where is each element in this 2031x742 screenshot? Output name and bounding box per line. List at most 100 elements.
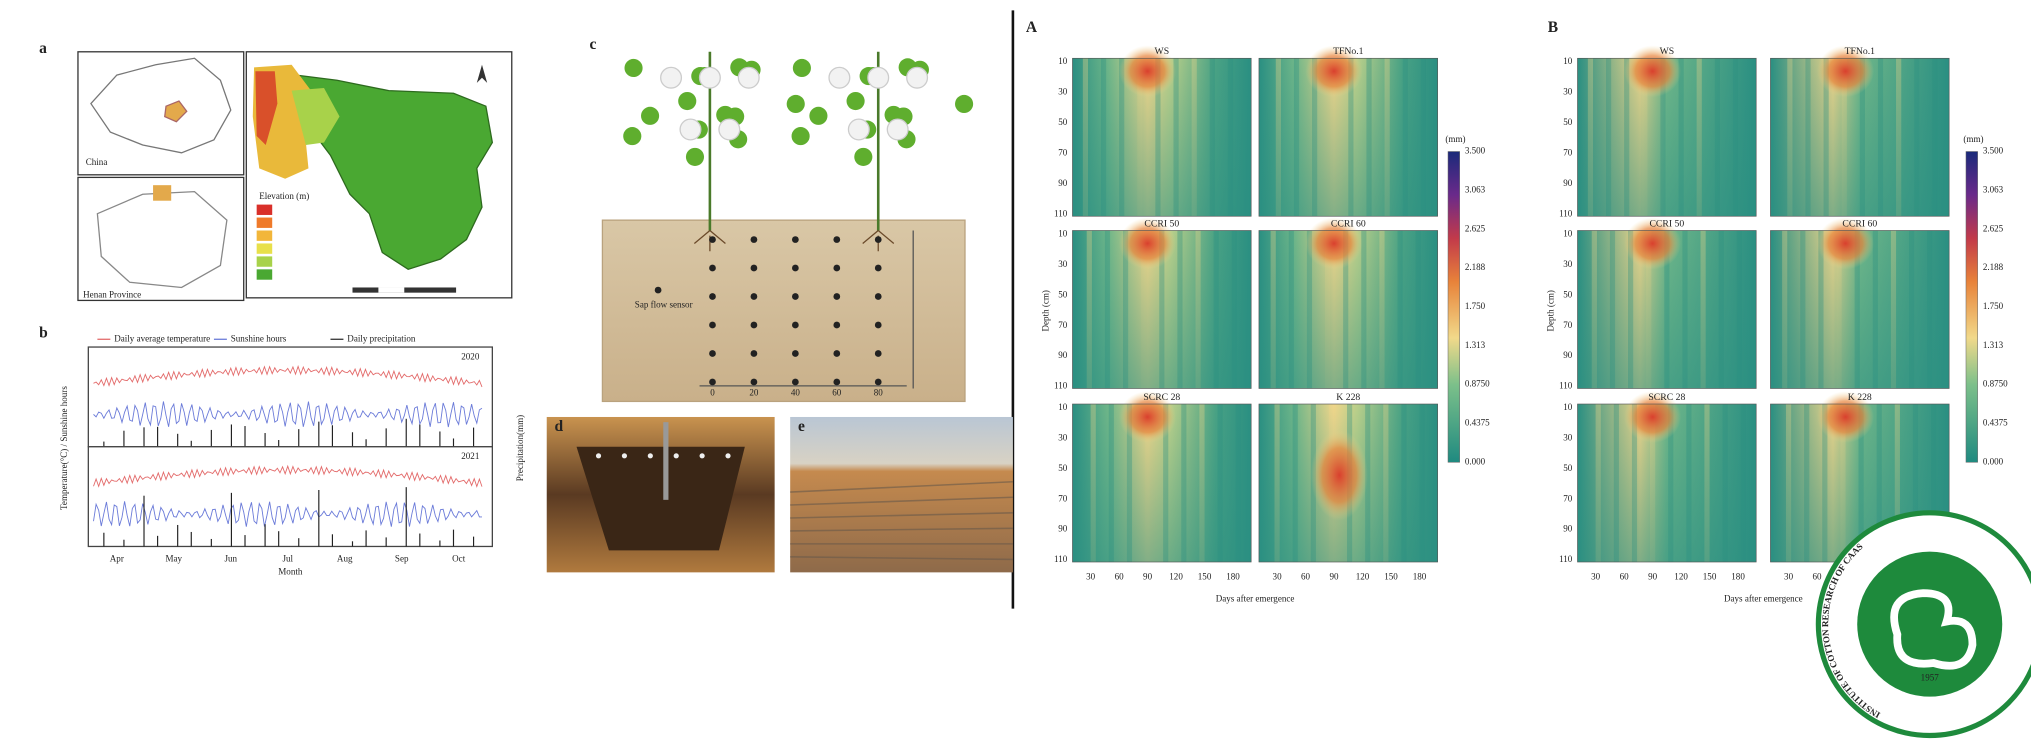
legend-label: Daily precipitation: [347, 333, 416, 343]
panel-label: b: [39, 325, 48, 342]
legend-swatch: [257, 218, 273, 228]
subplot-title: SCRC 28: [1648, 392, 1685, 403]
sensor-dot: [833, 265, 840, 272]
tick-label: 30: [1058, 87, 1068, 97]
sensor-dot: [751, 236, 758, 243]
tick-label: 110: [1054, 554, 1068, 564]
tick-label: 50: [1563, 463, 1573, 473]
axis-label: Days after emergence: [1216, 594, 1295, 604]
colorbar-tick: 2.188: [1465, 262, 1486, 272]
subplot-title: CCRI 60: [1842, 218, 1877, 229]
sensor-dot: [792, 350, 799, 357]
axis-label: Depth (cm): [1546, 290, 1556, 331]
tick-label: 90: [1143, 572, 1153, 582]
leaf: [809, 107, 827, 125]
tick-label: 90: [1563, 350, 1573, 360]
tick-label: 90: [1058, 178, 1068, 188]
month-label: Apr: [110, 553, 124, 563]
colorbar: [1966, 152, 1978, 463]
legend-label: Sunshine hours: [231, 333, 287, 343]
tick-label: 30: [1784, 572, 1794, 582]
panel-label: e: [798, 418, 805, 435]
colorbar-tick: 1.313: [1465, 340, 1486, 350]
figure: aChinaHenan ProvinceElevation (m)bDaily …: [0, 0, 2031, 742]
tick-label: 70: [1058, 320, 1068, 330]
colorbar-tick: 0.8750: [1983, 379, 2008, 389]
month-label: Sep: [395, 553, 409, 563]
sensor-dot: [833, 379, 840, 386]
tick-label: 30: [1563, 432, 1573, 442]
tick-label: 10: [1058, 56, 1068, 66]
tick-label: 150: [1384, 572, 1398, 582]
leaf: [686, 148, 704, 166]
tick-label: 30: [1563, 259, 1573, 269]
colorbar-tick: 0.4375: [1465, 418, 1490, 428]
sensor-label: Sap flow sensor: [635, 300, 693, 310]
month-label: May: [165, 553, 182, 563]
tick-label: 70: [1058, 493, 1068, 503]
tick-label: 70: [1563, 493, 1573, 503]
legend-swatch: [257, 269, 273, 279]
colorbar-tick: 2.188: [1983, 262, 2004, 272]
study-area: [153, 185, 171, 201]
legend-swatch: [257, 256, 273, 266]
tick-label: 90: [1330, 572, 1340, 582]
axis-label: Month: [278, 566, 303, 576]
subplot-title: WS: [1660, 46, 1675, 57]
tick-label: 120: [1356, 572, 1370, 582]
boll: [700, 67, 721, 88]
sensor-dot: [655, 287, 662, 294]
subplot-title: WS: [1155, 46, 1170, 57]
boll: [738, 67, 759, 88]
colorbar-tick: 3.500: [1465, 146, 1486, 156]
boll: [661, 67, 682, 88]
colorbar-tick: 1.750: [1465, 301, 1486, 311]
boll: [680, 119, 701, 140]
probe: [596, 453, 601, 458]
tick-label: 10: [1058, 402, 1068, 412]
chart-frame: [88, 347, 492, 447]
sensor-dot: [833, 293, 840, 300]
leaf: [793, 59, 811, 77]
sensor-dot: [875, 265, 882, 272]
sensor-dot: [792, 236, 799, 243]
colorbar-tick: 3.500: [1983, 146, 2004, 156]
tick-label: 70: [1563, 320, 1573, 330]
heatmap-hot: [1311, 430, 1368, 521]
sensor-dot: [792, 265, 799, 272]
sensor-dot: [792, 293, 799, 300]
colorbar-tick: 2.625: [1465, 223, 1486, 233]
tick-label: 110: [1559, 381, 1573, 391]
sensor-dot: [751, 379, 758, 386]
axis-label: Precipitation(mm): [515, 415, 525, 481]
sensor-dot: [875, 322, 882, 329]
tick-label: 50: [1058, 117, 1068, 127]
tick-label: 120: [1674, 572, 1688, 582]
colorbar-title: (mm): [1445, 134, 1465, 144]
boll: [887, 119, 908, 140]
colorbar-tick: 0.000: [1983, 456, 2004, 466]
tick-label: 30: [1563, 87, 1573, 97]
boll: [907, 67, 928, 88]
tick-label: 90: [1058, 524, 1068, 534]
tick-label: 70: [1563, 148, 1573, 158]
tick-label: 30: [1058, 259, 1068, 269]
month-label: Jul: [282, 553, 293, 563]
sensor-dot: [875, 293, 882, 300]
tick-label: 90: [1058, 350, 1068, 360]
colorbar-title: (mm): [1963, 134, 1983, 144]
legend-swatch: [257, 230, 273, 240]
sensor-dot: [709, 236, 716, 243]
inset-label: Henan Province: [83, 289, 141, 299]
panel-label: a: [39, 40, 47, 57]
scale-bar: [378, 287, 404, 292]
sensor-dot: [751, 293, 758, 300]
tick-label: 60: [1813, 572, 1823, 582]
tick-label: 180: [1731, 572, 1745, 582]
subplot-title: K 228: [1848, 392, 1872, 403]
tick-label: 60: [1115, 572, 1125, 582]
sensor-dot: [792, 379, 799, 386]
tick-label: 60: [1620, 572, 1630, 582]
inset-label: China: [86, 157, 108, 167]
leaf: [623, 127, 641, 145]
